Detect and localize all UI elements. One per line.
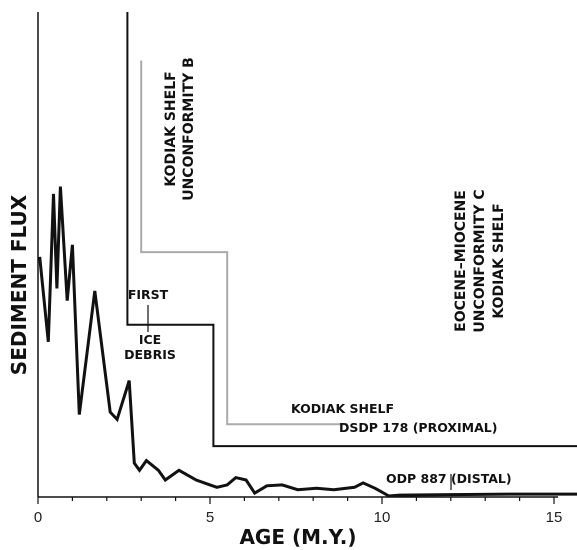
annotation-line: KODIAK SHELF [163,71,179,186]
annotation-line: EOCENE–MIOCENE [453,190,469,332]
series-line-0 [38,186,577,498]
annotation-line: ICE [139,332,161,347]
x-tick-label: 0 [34,509,42,526]
annotation-first-ice-debris: FIRST ICE DEBRIS [124,287,176,362]
x-tick-label: 5 [206,509,214,526]
series-label-odp-887: ODP 887 (DISTAL) [386,471,512,486]
annotation-line: DEBRIS [124,347,176,362]
x-axis-ticks: 0 5 10 15 [34,497,563,526]
y-axis-title: SEDIMENT FLUX [7,194,31,375]
annotation-line: UNCONFORMITY C [472,189,488,332]
annotation-line: FIRST [128,287,169,302]
annotation-line: KODIAK SHELF [491,203,507,318]
annotation-kodiak-unconformity-b: KODIAK SHELF UNCONFORMITY B [163,57,197,201]
series-layer [38,12,577,498]
series-line-1 [126,12,577,448]
x-tick-label: 15 [546,509,563,526]
x-tick-label: 10 [374,509,391,526]
series-label-kodiak-shelf: KODIAK SHELF [291,401,394,416]
series-label-dsdp-178: DSDP 178 (PROXIMAL) [339,420,497,435]
annotation-eocene-miocene-unconformity-c: EOCENE–MIOCENE UNCONFORMITY C KODIAK SHE… [453,189,507,332]
annotation-line: UNCONFORMITY B [181,57,197,201]
series-line-2 [140,60,348,426]
x-axis-title: AGE (M.Y.) [239,525,356,549]
